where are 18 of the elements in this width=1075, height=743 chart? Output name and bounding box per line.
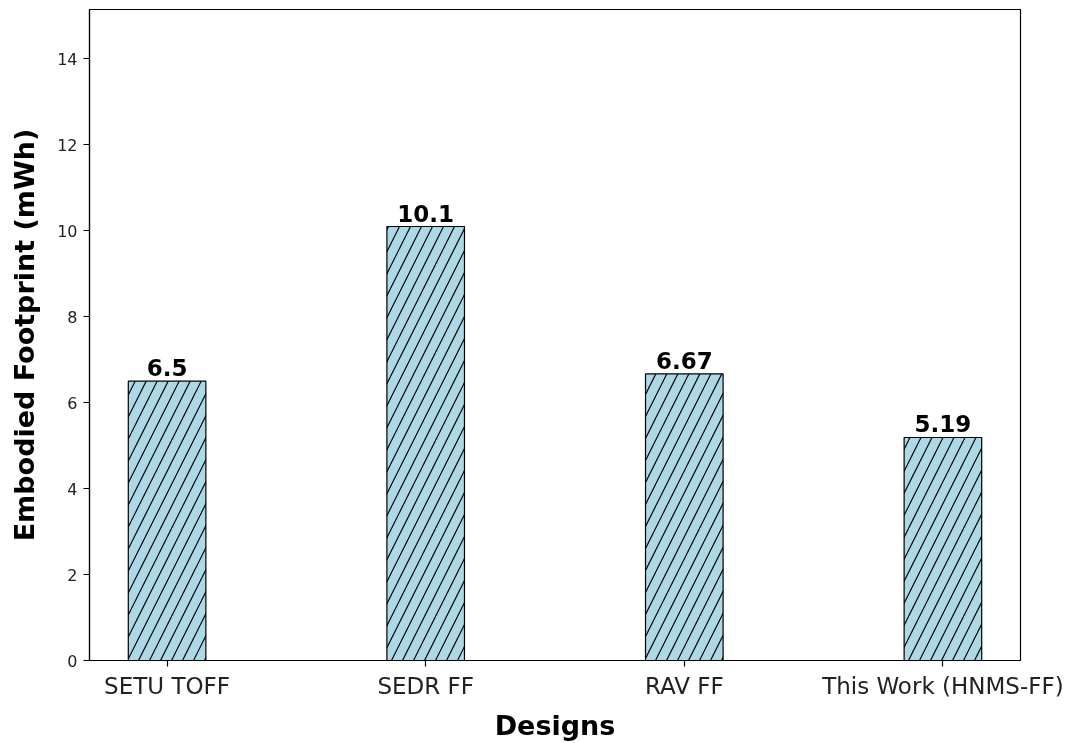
data-label: 6.67 [655,347,713,374]
x-axis-title: Designs [494,709,616,741]
x-tick-label: SEDR FF [377,672,474,699]
y-axis-title: Embodied Footprint (mWh) [9,128,41,542]
x-tick-label: This Work (HNMS-FF) [821,672,1064,699]
y-tick-label: 6 [67,393,78,413]
x-tick-label: RAV FF [644,672,724,699]
y-tick-label: 4 [67,479,78,499]
y-tick-label: 0 [67,651,78,671]
y-tick-label: 10 [57,221,78,241]
data-label: 10.1 [397,200,455,227]
y-tick-label: 2 [67,565,78,585]
y-tick-label: 12 [57,135,78,155]
y-tick-label: 14 [57,49,78,69]
x-tick-label: SETU TOFF [104,672,231,699]
data-label: 5.19 [914,411,972,438]
y-tick-label: 8 [67,307,78,327]
data-label: 6.5 [146,355,188,382]
